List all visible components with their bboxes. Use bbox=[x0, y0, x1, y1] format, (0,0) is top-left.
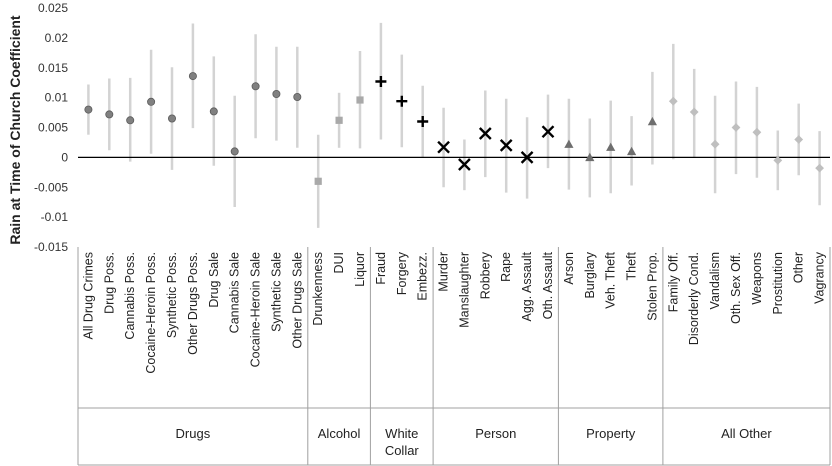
point-marker bbox=[375, 76, 387, 87]
point-marker bbox=[293, 93, 302, 102]
point-marker bbox=[647, 116, 657, 126]
x-category-label: Cannabis Sale bbox=[228, 252, 242, 333]
y-tick-label: 0.005 bbox=[38, 121, 68, 135]
x-category-label: Prostitution bbox=[771, 252, 785, 315]
y-tick-label: 0.01 bbox=[45, 91, 69, 105]
group-label: Property bbox=[586, 426, 636, 441]
point-marker bbox=[105, 110, 114, 119]
x-category-label: Synthetic Sale bbox=[269, 252, 283, 332]
point-marker bbox=[585, 152, 595, 162]
x-axis-table: All Drug Crimes Drug Poss. Cannabis Poss. C… bbox=[77, 247, 831, 466]
x-category-label: Drug Sale bbox=[207, 252, 221, 308]
y-axis-title: Rain at Time of Church Coefficient bbox=[7, 15, 23, 245]
x-category-label: Other Drugs Poss. bbox=[186, 252, 200, 355]
x-category-label: All Drug Crimes bbox=[81, 252, 95, 340]
point-marker bbox=[396, 95, 408, 107]
x-category-label: Theft bbox=[625, 251, 639, 280]
point-marker bbox=[147, 97, 156, 106]
point-marker bbox=[84, 105, 93, 114]
point-marker bbox=[564, 139, 574, 148]
point-marker bbox=[272, 90, 281, 99]
x-category-label: Cocaine-Heroin Poss. bbox=[144, 252, 158, 374]
x-category-label: Oth. Assault bbox=[541, 251, 555, 319]
x-category-label: Drunkenness bbox=[311, 252, 325, 326]
y-tick-label: 0 bbox=[61, 150, 68, 164]
y-tick-label: -0.01 bbox=[41, 210, 69, 224]
point-marker bbox=[126, 116, 135, 125]
point-marker bbox=[710, 139, 720, 149]
x-category-label: Fraud bbox=[374, 252, 388, 285]
x-category-label: Synthetic Poss. bbox=[165, 252, 179, 338]
point-markers bbox=[84, 72, 824, 185]
x-category-label: Vagrancy bbox=[813, 251, 827, 304]
point-marker bbox=[773, 156, 783, 165]
point-marker bbox=[458, 158, 471, 171]
point-marker bbox=[437, 140, 450, 154]
point-marker bbox=[167, 114, 176, 123]
point-marker bbox=[606, 142, 616, 151]
x-category-label: Forgery bbox=[395, 251, 409, 295]
point-marker bbox=[335, 116, 343, 124]
x-category-label: DUI bbox=[332, 252, 346, 274]
point-marker bbox=[478, 127, 492, 140]
x-category-label: Disorderly Cond. bbox=[687, 252, 701, 345]
x-category-label: Other bbox=[792, 252, 806, 283]
y-tick-label: -0.005 bbox=[34, 180, 68, 194]
point-marker bbox=[188, 72, 197, 81]
point-marker bbox=[794, 135, 804, 144]
group-label: Drugs bbox=[176, 426, 211, 441]
x-category-label: Other Drugs Sale bbox=[290, 252, 304, 349]
point-marker bbox=[314, 177, 322, 185]
x-category-label: Burglary bbox=[583, 251, 597, 298]
group-label: Alcohol bbox=[318, 426, 361, 441]
y-tick-label: 0.02 bbox=[45, 31, 69, 45]
x-category-label: Agg. Assault bbox=[520, 251, 534, 321]
y-tick-label: 0.025 bbox=[38, 1, 68, 15]
x-category-label: Weapons bbox=[750, 252, 764, 305]
point-marker bbox=[417, 116, 429, 127]
x-category-label: Murder bbox=[437, 252, 451, 292]
point-marker bbox=[541, 125, 555, 139]
x-category-label: Cannabis Poss. bbox=[123, 252, 137, 340]
group-label: Person bbox=[475, 426, 516, 441]
x-category-label: Drug Poss. bbox=[102, 252, 116, 314]
y-tick-label: -0.015 bbox=[34, 240, 68, 254]
y-tick-label: 0.015 bbox=[38, 61, 68, 75]
point-marker bbox=[668, 96, 678, 106]
point-marker bbox=[689, 107, 699, 117]
x-category-label: Manslaughter bbox=[457, 252, 471, 328]
point-marker bbox=[520, 151, 534, 164]
y-tick-labels: 0.025 0.02 0.015 0.01 0.005 0 -0.005 -0.01 -0.01… bbox=[34, 1, 68, 254]
point-marker bbox=[752, 127, 762, 137]
y-axis-title-group: Rain at Time of Church Coefficient bbox=[7, 15, 23, 245]
group-label: All Other bbox=[721, 426, 772, 441]
point-marker bbox=[499, 139, 513, 152]
x-category-label: Stolen Prop. bbox=[645, 252, 659, 321]
x-category-label: Family Off. bbox=[666, 252, 680, 312]
x-category-label: Vandalism bbox=[708, 252, 722, 309]
x-category-label: Oth. Sex Off. bbox=[729, 252, 743, 324]
x-category-label: Robbery bbox=[478, 251, 492, 299]
point-marker bbox=[209, 107, 218, 116]
x-category-label: Cocaine-Heroin Sale bbox=[249, 252, 263, 367]
error-bars bbox=[87, 22, 821, 228]
point-marker bbox=[251, 82, 260, 91]
x-category-label: Liquor bbox=[353, 252, 367, 287]
group-label: Collar bbox=[385, 443, 420, 458]
point-marker bbox=[230, 147, 239, 156]
point-marker bbox=[731, 123, 741, 132]
x-category-label: Rape bbox=[499, 252, 513, 282]
x-category-label: Embezz. bbox=[416, 252, 430, 301]
point-marker bbox=[627, 146, 637, 156]
point-marker bbox=[356, 96, 364, 104]
x-category-label: Veh. Theft bbox=[604, 251, 618, 308]
x-category-label: Arson bbox=[562, 252, 576, 285]
group-label: White bbox=[385, 426, 418, 441]
point-marker bbox=[815, 163, 824, 173]
